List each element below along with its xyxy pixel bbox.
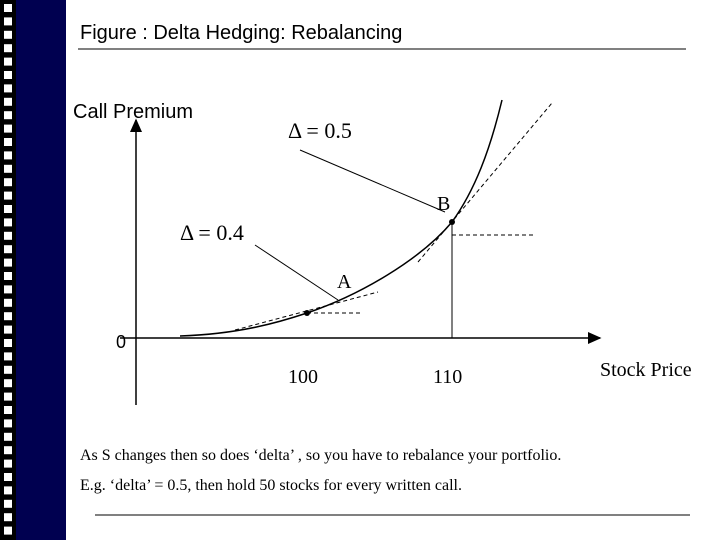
square xyxy=(4,392,12,401)
square xyxy=(4,205,12,213)
square xyxy=(4,44,12,53)
point-b xyxy=(449,219,455,225)
square xyxy=(4,258,12,267)
square xyxy=(4,84,12,93)
square xyxy=(4,486,12,495)
square xyxy=(4,124,12,133)
square xyxy=(4,138,12,146)
square xyxy=(4,499,12,508)
x-label-b: 110 xyxy=(433,366,462,388)
square xyxy=(4,513,12,522)
square xyxy=(4,178,12,187)
pointer-b xyxy=(299,149,446,213)
square xyxy=(4,473,12,481)
x-label-a: 100 xyxy=(288,366,318,388)
square xyxy=(4,111,12,120)
label-b: B xyxy=(437,193,450,215)
caption-line: E.g. ‘delta’ = 0.5, then hold 50 stocks … xyxy=(80,477,462,494)
square xyxy=(4,272,12,280)
square xyxy=(4,459,12,468)
square xyxy=(4,432,12,441)
side-strip xyxy=(0,0,16,540)
square xyxy=(4,379,12,388)
point-a xyxy=(304,310,310,316)
origin-label: 0 xyxy=(116,332,126,352)
square xyxy=(4,312,12,321)
square xyxy=(4,191,12,200)
square xyxy=(4,352,12,361)
square xyxy=(4,526,12,535)
square xyxy=(4,71,12,79)
square xyxy=(4,57,12,66)
delta-b: Δ = 0.5 xyxy=(288,118,352,143)
tangent-b xyxy=(417,102,553,263)
square xyxy=(4,4,12,12)
square xyxy=(4,285,12,294)
square xyxy=(4,97,12,106)
caption-line: As S changes then so does ‘delta’ , so y… xyxy=(80,447,561,464)
square xyxy=(4,164,12,173)
square xyxy=(4,339,12,347)
label-a: A xyxy=(337,271,352,293)
square xyxy=(4,406,12,414)
square xyxy=(4,298,12,307)
curve xyxy=(179,99,503,337)
square xyxy=(4,446,12,455)
square xyxy=(4,17,12,26)
square-column xyxy=(4,4,12,535)
pointer-a xyxy=(254,244,339,301)
square xyxy=(4,245,12,254)
square xyxy=(4,365,12,374)
square xyxy=(4,419,12,428)
square xyxy=(4,30,12,39)
x-axis-label: Stock Price xyxy=(600,359,692,381)
square xyxy=(4,325,12,334)
y-axis-label: Call Premium xyxy=(73,101,193,123)
square xyxy=(4,151,12,160)
delta-a: Δ = 0.4 xyxy=(180,220,244,245)
title: Figure : Delta Hedging: Rebalancing xyxy=(80,22,402,44)
square xyxy=(4,218,12,227)
square xyxy=(4,231,12,240)
